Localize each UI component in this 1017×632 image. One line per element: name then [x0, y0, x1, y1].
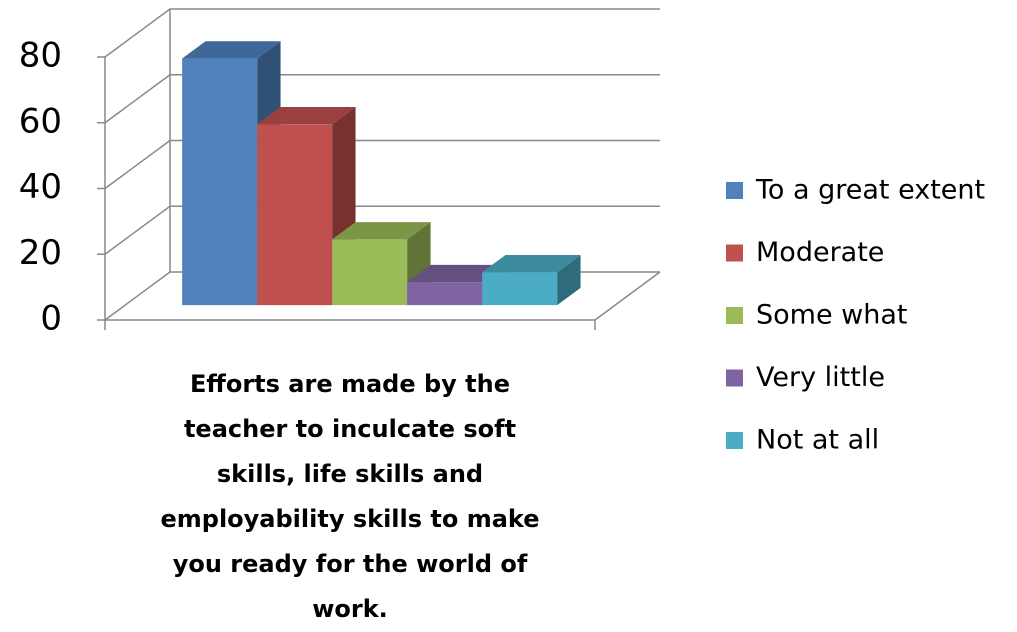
legend-swatch [726, 182, 743, 199]
legend-label: Not at all [756, 425, 879, 456]
bar-side [557, 254, 581, 306]
bar [482, 272, 558, 306]
x-category-label: Efforts are made by the teacher to incul… [160, 370, 540, 623]
bar [332, 239, 408, 306]
floor-edge [594, 271, 661, 321]
bar-top [182, 41, 281, 59]
legend-swatch [726, 369, 743, 387]
grid-line [104, 205, 660, 255]
legend-label: Some what [756, 300, 907, 331]
legend-swatch [726, 432, 743, 449]
legend-label: Very little [756, 362, 885, 393]
legend-label: To a great extent [755, 175, 985, 206]
y-tick-label: 40 [19, 167, 62, 207]
bar-top [332, 222, 431, 240]
legend-swatch [726, 307, 743, 324]
y-tick-label: 60 [19, 101, 62, 141]
y-tick-label: 0 [40, 299, 62, 339]
bar [257, 124, 333, 306]
bar-top [407, 264, 506, 283]
grid-line [104, 139, 660, 190]
legend-swatch [726, 244, 743, 262]
grid-line [104, 74, 660, 124]
y-tick-label: 80 [19, 36, 62, 76]
bar [182, 58, 258, 306]
legend-label: Moderate [756, 237, 884, 268]
y-tick-label: 20 [19, 233, 62, 273]
bar [407, 282, 483, 306]
bar-top [257, 107, 356, 125]
bar-top [482, 254, 581, 273]
grid-line [104, 8, 660, 58]
